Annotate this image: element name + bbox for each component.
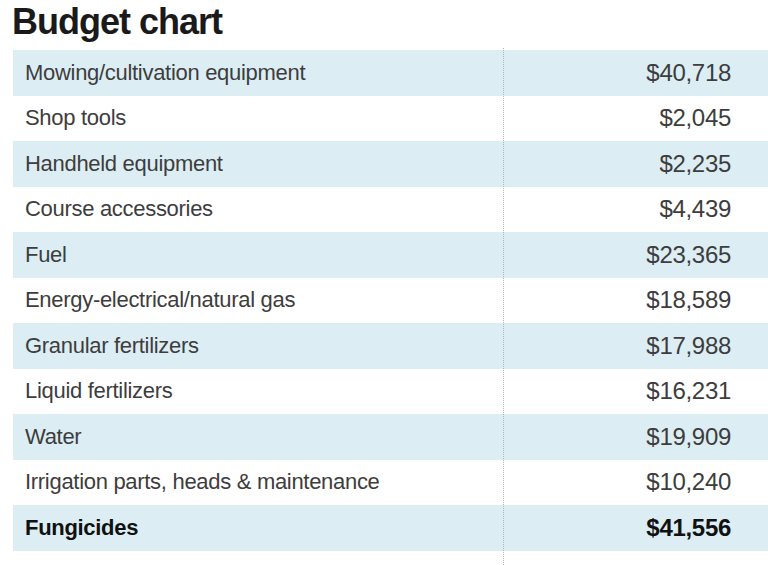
row-value: $2,045 xyxy=(659,104,731,132)
row-label: Handheld equipment xyxy=(25,151,223,177)
row-label: Fungicides xyxy=(25,515,138,541)
row-value: $4,439 xyxy=(659,195,731,223)
row-label: Water xyxy=(25,424,81,450)
row-value: $10,240 xyxy=(646,468,731,496)
row-value: $2,235 xyxy=(659,150,731,178)
budget-chart-page: Budget chart Mowing/cultivation equipmen… xyxy=(0,0,768,565)
row-value: $19,909 xyxy=(646,423,731,451)
column-divider-dotted-line xyxy=(503,48,504,565)
table-row: Handheld equipment $2,235 xyxy=(13,141,768,187)
table-row: Mowing/cultivation equipment $40,718 xyxy=(13,50,768,96)
table-row: Fuel $23,365 xyxy=(13,232,768,278)
row-label: Liquid fertilizers xyxy=(25,378,172,404)
row-value: $41,556 xyxy=(646,514,731,542)
row-label: Energy-electrical/natural gas xyxy=(25,287,295,313)
row-label: Irrigation parts, heads & maintenance xyxy=(25,469,380,495)
row-value: $17,988 xyxy=(646,332,731,360)
budget-table: Mowing/cultivation equipment $40,718 Shop … xyxy=(13,50,768,551)
table-row: Water $19,909 xyxy=(13,414,768,460)
table-row: Irrigation parts, heads & maintenance $10… xyxy=(13,460,768,506)
row-label: Fuel xyxy=(25,242,67,268)
row-label: Shop tools xyxy=(25,105,126,131)
table-row: Energy-electrical/natural gas $18,589 xyxy=(13,278,768,324)
table-row: Liquid fertilizers $16,231 xyxy=(13,369,768,415)
table-row: Shop tools $2,045 xyxy=(13,96,768,142)
table-row: Fungicides $41,556 xyxy=(13,505,768,551)
row-label: Granular fertilizers xyxy=(25,333,199,359)
table-row: Course accessories $4,439 xyxy=(13,187,768,233)
row-value: $16,231 xyxy=(646,377,731,405)
row-label: Course accessories xyxy=(25,196,213,222)
row-value: $23,365 xyxy=(646,241,731,269)
page-title: Budget chart xyxy=(12,0,222,44)
row-value: $40,718 xyxy=(646,59,731,87)
row-value: $18,589 xyxy=(646,286,731,314)
table-row: Granular fertilizers $17,988 xyxy=(13,323,768,369)
row-label: Mowing/cultivation equipment xyxy=(25,60,305,86)
